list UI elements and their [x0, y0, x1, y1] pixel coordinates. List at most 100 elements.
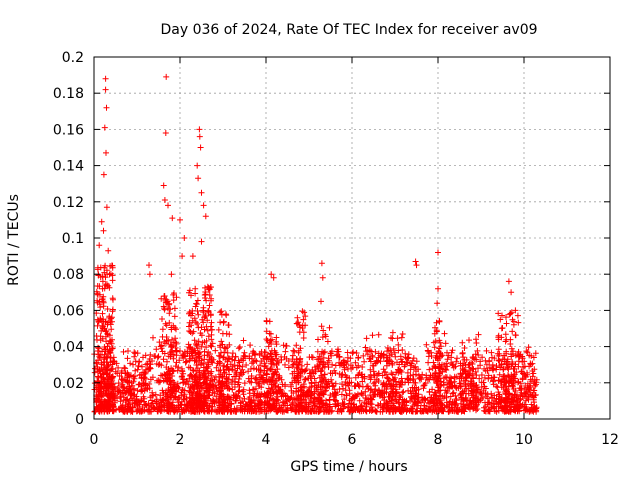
data-point [231, 405, 238, 412]
data-point [413, 387, 420, 394]
data-point [397, 368, 404, 375]
data-point [459, 339, 466, 346]
data-point [362, 344, 369, 351]
data-point [363, 408, 370, 415]
data-point [118, 376, 125, 383]
data-point [359, 364, 366, 370]
data-point [153, 399, 160, 406]
data-point [246, 390, 253, 397]
data-point [291, 348, 298, 355]
data-point [142, 382, 149, 389]
data-point [186, 372, 193, 379]
data-point [395, 341, 402, 348]
y-tick-label: 0.16 [53, 122, 84, 138]
data-point [510, 406, 517, 413]
data-point [503, 336, 510, 343]
data-point [208, 319, 215, 326]
data-point [193, 300, 200, 307]
data-point [223, 382, 230, 389]
data-point [421, 402, 428, 409]
data-point [221, 344, 228, 351]
data-point [426, 366, 433, 373]
data-point [130, 386, 137, 393]
data-point [248, 373, 255, 379]
data-point [307, 407, 314, 414]
data-point [444, 363, 451, 370]
data-point [484, 367, 491, 374]
y-tick-label: 0.02 [53, 376, 84, 392]
data-point [146, 381, 153, 387]
data-point [435, 249, 441, 256]
data-point [207, 385, 214, 391]
data-point [366, 355, 373, 362]
data-point [509, 392, 516, 399]
data-point [530, 396, 537, 403]
data-point [373, 408, 380, 415]
data-point [219, 341, 226, 348]
data-point [405, 351, 412, 358]
data-point [158, 345, 165, 352]
data-point [263, 370, 270, 377]
data-point [367, 366, 374, 373]
data-point [379, 387, 386, 394]
data-point [109, 386, 116, 393]
data-point [302, 367, 309, 374]
data-point [358, 402, 365, 409]
data-point [460, 407, 467, 414]
data-point [174, 383, 181, 390]
data-point [462, 404, 469, 411]
data-point [159, 387, 166, 394]
data-point [282, 361, 288, 368]
data-point [185, 364, 192, 371]
data-point [431, 373, 438, 380]
data-point [236, 376, 242, 382]
data-point [473, 394, 480, 401]
data-point [125, 372, 132, 379]
data-point [101, 344, 108, 350]
data-point [495, 357, 502, 364]
data-point [270, 375, 277, 382]
data-point [439, 368, 446, 375]
data-point [515, 363, 522, 370]
data-point [212, 382, 219, 389]
data-point [124, 378, 131, 384]
data-point [145, 366, 152, 373]
data-point [192, 357, 199, 364]
data-point [164, 358, 170, 365]
data-point [453, 358, 460, 365]
data-point [451, 378, 458, 385]
data-point [271, 370, 278, 377]
data-point [205, 309, 212, 316]
data-point [314, 348, 321, 355]
data-point [294, 370, 301, 377]
data-point [454, 408, 460, 415]
data-point [430, 402, 437, 409]
data-point [225, 355, 232, 362]
data-point [97, 315, 104, 322]
data-point [166, 300, 173, 307]
data-point [474, 347, 481, 354]
data-point [109, 308, 116, 315]
data-point [171, 313, 178, 320]
data-point [209, 378, 216, 385]
data-point [347, 362, 354, 369]
data-point [344, 358, 351, 365]
data-point [384, 400, 391, 407]
data-point [355, 354, 362, 361]
data-point [508, 399, 515, 406]
data-point [317, 403, 323, 410]
data-point [173, 352, 180, 359]
data-point [141, 374, 148, 381]
data-point [194, 308, 201, 314]
data-point [275, 388, 281, 394]
data-point [98, 403, 105, 410]
data-point [311, 400, 318, 407]
data-point [437, 393, 444, 400]
data-point [430, 359, 437, 366]
data-point [144, 360, 151, 367]
data-point [263, 336, 270, 343]
data-point [474, 388, 481, 395]
data-point [123, 389, 130, 396]
data-point [450, 389, 457, 396]
data-point [349, 350, 356, 357]
